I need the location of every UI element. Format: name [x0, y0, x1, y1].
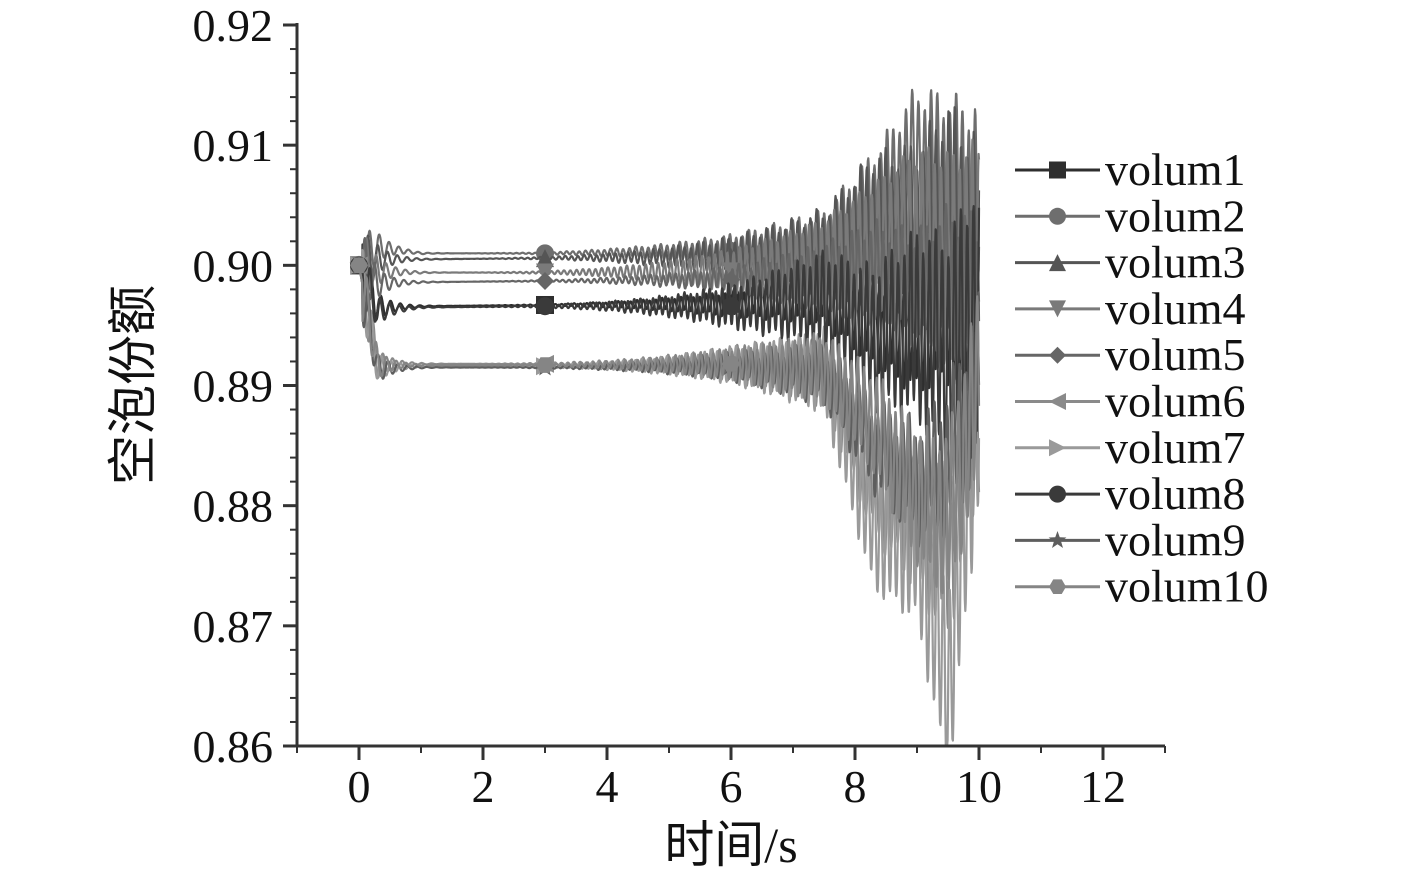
legend-marker [1049, 439, 1066, 457]
legend-label: volum5 [1105, 329, 1246, 380]
x-axis-title: 时间/s [664, 817, 797, 869]
series-line [357, 265, 981, 595]
legend-marker [1049, 346, 1066, 364]
legend-item: volum6 [1015, 376, 1246, 427]
x-tick-label: 4 [596, 761, 619, 812]
y-tick-label: 0.89 [193, 361, 274, 412]
data-point [722, 297, 740, 316]
series-volum10 [350, 257, 981, 595]
legend-marker [1048, 531, 1067, 548]
data-point [536, 271, 554, 290]
legend: volum1volum2volum3volum4volum5volum6volu… [1015, 144, 1269, 612]
x-tick-label: 8 [844, 761, 867, 812]
x-tick-label: 10 [956, 761, 1002, 812]
legend-label: volum10 [1105, 561, 1269, 612]
legend-item: volum3 [1015, 237, 1246, 288]
legend-item: volum2 [1015, 190, 1246, 241]
series-line [357, 265, 981, 548]
legend-label: volum2 [1105, 190, 1246, 241]
data-point [722, 270, 740, 289]
ticks-layer: 0.86 0.87 0.88 0.89 0.90 0.91 0.92 0 2 4 6 8 10 12 [193, 0, 1166, 812]
legend-label: volum9 [1105, 514, 1246, 565]
x-tick-label: 12 [1080, 761, 1126, 812]
axes-layer [295, 23, 1165, 748]
y-tick-label: 0.90 [193, 240, 274, 291]
x-tick-label: 2 [472, 761, 495, 812]
y-tick-label: 0.88 [193, 481, 274, 532]
x-tick-label: 0 [348, 761, 371, 812]
data-point [536, 249, 554, 268]
series-line [358, 88, 981, 298]
data-point [722, 356, 740, 372]
data-point [536, 297, 554, 316]
legend-item: volum7 [1015, 422, 1246, 473]
y-tick-label: 0.92 [193, 0, 274, 51]
legend-item: volum10 [1015, 561, 1269, 612]
legend-label: volum4 [1105, 283, 1246, 334]
legend-marker [1049, 207, 1066, 225]
legend-item: volum1 [1015, 144, 1246, 195]
legend-item: volum9 [1015, 514, 1246, 565]
legend-item: volum5 [1015, 329, 1246, 380]
legend-label: volum1 [1105, 144, 1246, 195]
series-layer [349, 88, 981, 748]
legend-label: volum6 [1105, 376, 1246, 427]
legend-item: volum4 [1015, 283, 1246, 334]
x-tick-label: 6 [720, 761, 743, 812]
legend-marker [1049, 300, 1066, 318]
legend-label: volum3 [1105, 237, 1246, 288]
legend-marker [1049, 254, 1066, 272]
data-point [350, 257, 368, 274]
y-tick-label: 0.86 [193, 721, 274, 772]
y-tick-label: 0.91 [193, 120, 274, 171]
y-axis-title: 空泡份额 [105, 285, 161, 485]
legend-label: volum8 [1105, 468, 1246, 519]
legend-marker [1049, 161, 1066, 179]
legend-marker [1049, 485, 1066, 503]
legend-label: volum7 [1105, 422, 1246, 473]
legend-marker [1049, 393, 1066, 410]
legend-marker [1049, 579, 1066, 595]
legend-item: volum8 [1015, 468, 1246, 519]
data-point [536, 357, 554, 373]
y-tick-label: 0.87 [193, 601, 274, 652]
series-line [358, 203, 981, 367]
